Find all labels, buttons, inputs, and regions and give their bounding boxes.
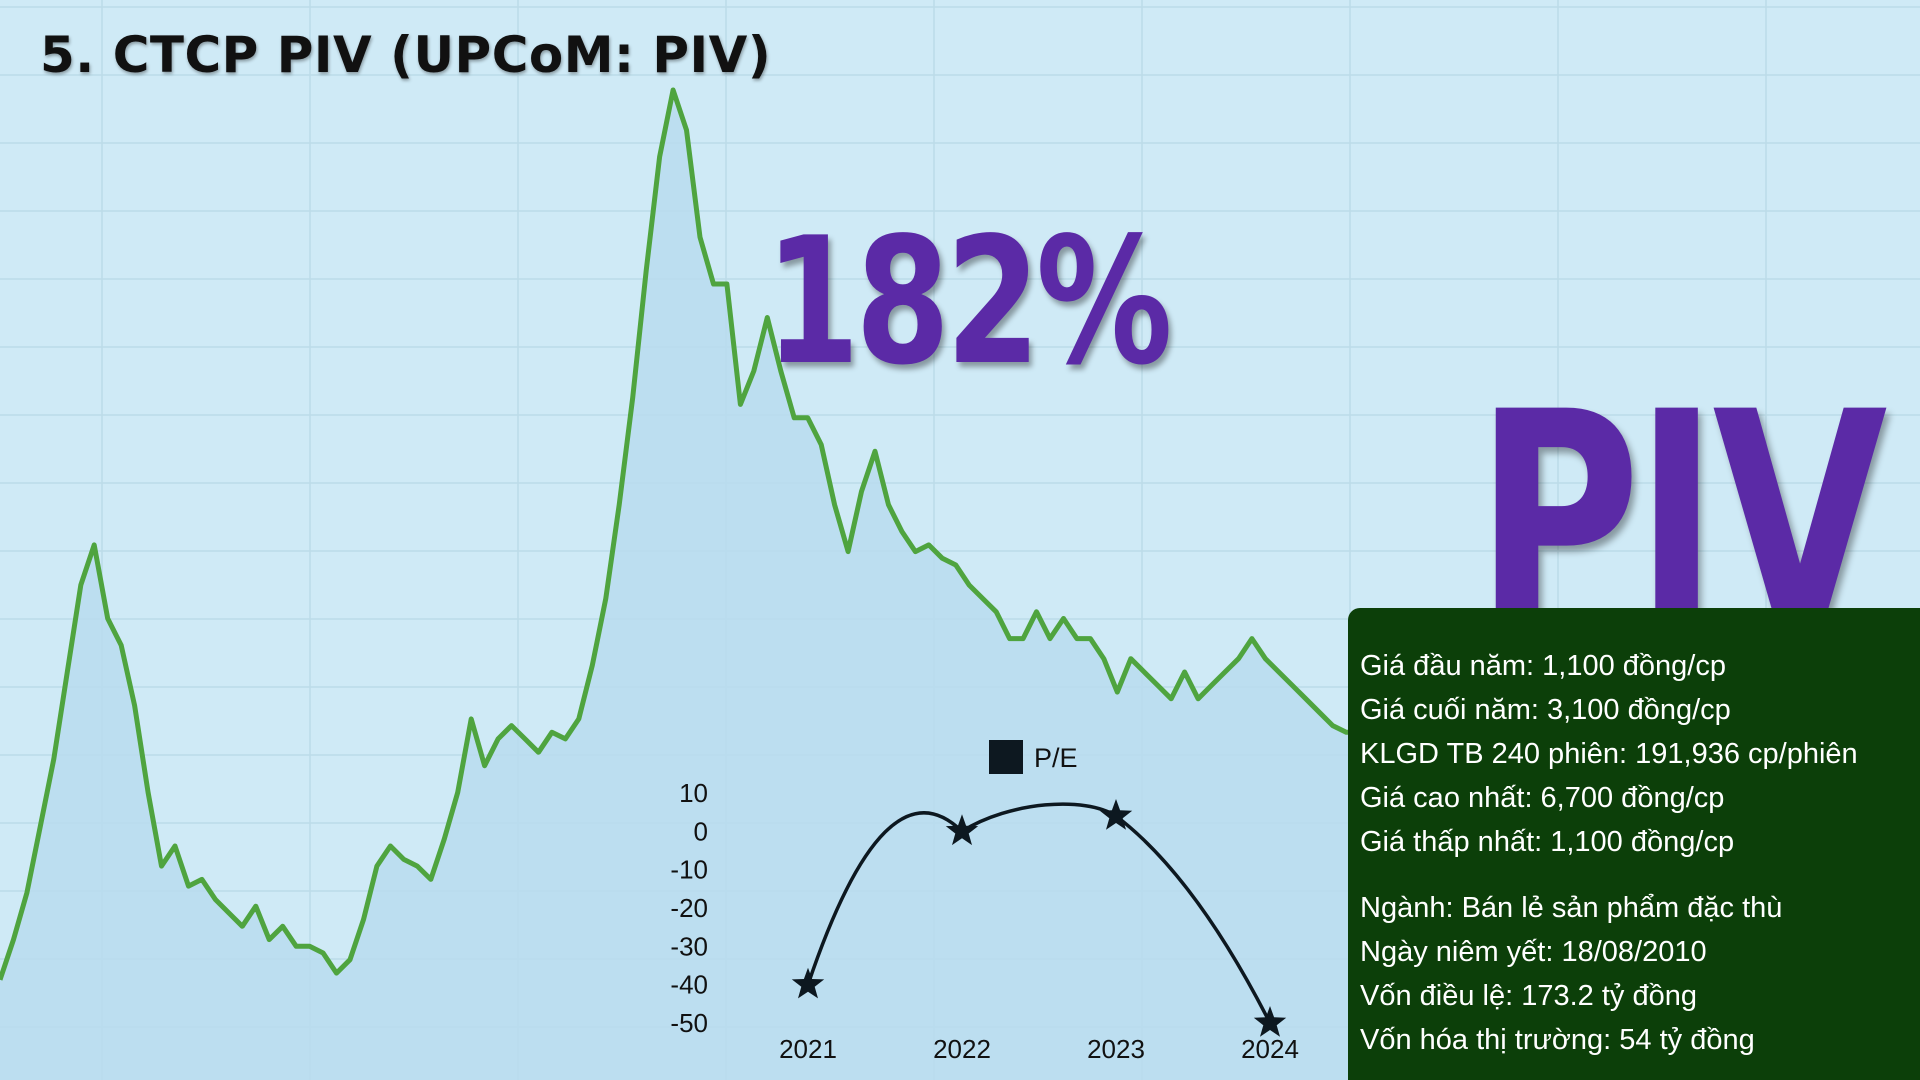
pe-point — [791, 967, 825, 999]
pe-y-tick-label: -20 — [670, 893, 708, 923]
info-charter-capital: Vốn điều lệ: 173.2 tỷ đồng — [1360, 980, 1697, 1012]
price-line — [0, 87, 1403, 981]
pe-point — [945, 814, 979, 846]
info-low-price: Giá thấp nhất: 1,100 đồng/cp — [1360, 826, 1735, 858]
pe-series-line — [806, 802, 1272, 1024]
info-listing-date: Ngày niêm yết: 18/08/2010 — [1360, 936, 1707, 968]
pe-x-tick-label: 2024 — [1241, 1034, 1299, 1064]
price-area — [0, 90, 1400, 1080]
pe-point — [1253, 1006, 1287, 1037]
pe-points — [791, 799, 1287, 1037]
pe-y-tick-label: -50 — [670, 1008, 708, 1038]
pe-x-axis: 2021 2022 2023 2024 — [779, 1034, 1299, 1064]
growth-percent: 182% — [765, 201, 1173, 404]
pe-y-tick-label: 0 — [694, 816, 708, 846]
pe-x-tick-label: 2023 — [1087, 1034, 1145, 1064]
page-title: 5. CTCP PIV (UPCoM: PIV) — [40, 26, 772, 84]
pe-y-axis: 10 0 -10 -20 -30 -40 -50 — [670, 778, 708, 1038]
pe-legend-label: P/E — [1034, 743, 1078, 773]
info-high-price: Giá cao nhất: 6,700 đồng/cp — [1360, 782, 1725, 814]
pe-y-tick-label: 10 — [679, 778, 708, 808]
info-end-price: Giá cuối năm: 3,100 đồng/cp — [1360, 694, 1731, 726]
pe-x-tick-label: 2021 — [779, 1034, 837, 1064]
info-avg-volume: KLGD TB 240 phiên: 191,936 cp/phiên — [1360, 738, 1858, 770]
info-start-price: Giá đầu năm: 1,100 đồng/cp — [1360, 650, 1726, 682]
info-market-cap: Vốn hóa thị trường: 54 tỷ đồng — [1360, 1024, 1755, 1056]
pe-x-tick-label: 2022 — [933, 1034, 991, 1064]
pe-legend-swatch — [989, 740, 1023, 774]
info-industry: Ngành: Bán lẻ sản phẩm đặc thù — [1360, 892, 1783, 924]
pe-point — [1099, 799, 1133, 830]
pe-y-tick-label: -40 — [670, 970, 708, 1000]
stock-info-panel: Giá đầu năm: 1,100 đồng/cp Giá cuối năm:… — [1348, 608, 1920, 1080]
pe-y-tick-label: -10 — [670, 855, 708, 885]
pe-y-tick-label: -30 — [670, 931, 708, 961]
